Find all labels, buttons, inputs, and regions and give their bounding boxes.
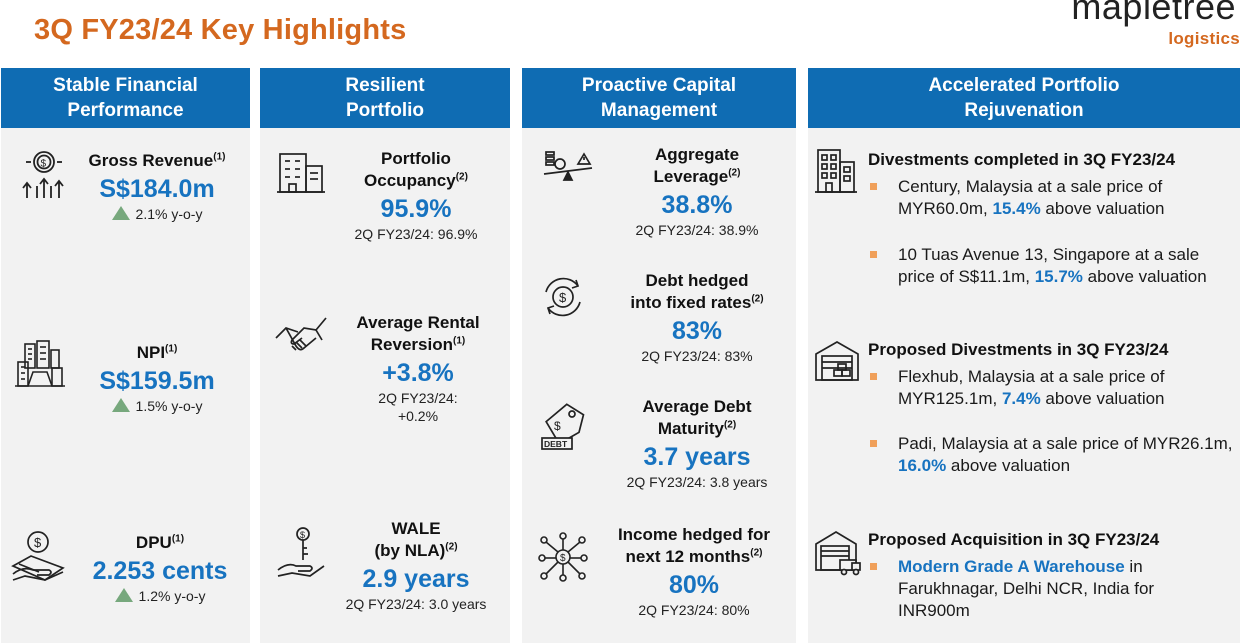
bullet-square-icon: [870, 440, 877, 447]
dollar-coin-arrows-icon: $: [17, 148, 71, 202]
metric-value: 95.9%: [380, 195, 452, 223]
metric-change: 2.1% y-o-y: [77, 205, 237, 223]
dollar-cycle-icon: $: [540, 274, 586, 320]
svg-text:$: $: [560, 553, 566, 564]
metric-prior: 2Q FY23/24: 96.9%: [354, 226, 478, 242]
section-proposed-divestments: Proposed Divestments in 3Q FY23/24 Flexh…: [808, 338, 1240, 488]
metric-label: Aggregate Leverage(2): [653, 145, 741, 186]
metric-change: 1.5% y-o-y: [77, 397, 237, 415]
section-proposed-acquisition: Proposed Acquisition in 3Q FY23/24 Moder…: [808, 528, 1240, 638]
balance-scale-icon: [542, 146, 594, 192]
column-portfolio: Resilient Portfolio Portfolio Occupancy(2…: [260, 68, 510, 643]
column-rejuvenation: Accelerated Portfolio Rejuvenation Dives…: [808, 68, 1240, 643]
up-triangle-icon: [111, 398, 130, 412]
metric-label: Gross Revenue(1): [88, 151, 226, 170]
column-header: Accelerated Portfolio Rejuvenation: [808, 68, 1240, 128]
metric-prior: 2Q FY23/24: 38.9%: [635, 222, 759, 238]
metric-value: +3.8%: [382, 359, 454, 387]
metric-value: 38.8%: [661, 191, 733, 219]
svg-text:$: $: [300, 530, 305, 540]
metric-label: Average Rental Reversion(1): [356, 313, 480, 354]
hand-key-icon: $: [276, 526, 326, 578]
metric-value: 83%: [671, 317, 723, 345]
svg-text:$: $: [559, 290, 567, 305]
metric-change: 1.2% y-o-y: [75, 587, 245, 605]
handshake-icon: [274, 312, 328, 366]
column-financial: Stable Financial Performance $ Gross Rev…: [1, 68, 250, 643]
bullet-square-icon: [870, 563, 877, 570]
page-title: 3Q FY23/24 Key Highlights: [34, 14, 407, 46]
up-triangle-icon: [114, 588, 133, 602]
section-divestments-completed: Divestments completed in 3Q FY23/24 Cent…: [808, 148, 1240, 298]
metric-prior: 2Q FY23/24: 3.0 years: [345, 596, 487, 612]
svg-text:$: $: [41, 159, 47, 170]
list-item: 10 Tuas Avenue 13, Singapore at a sale p…: [870, 244, 1240, 288]
list-item: Padi, Malaysia at a sale price of MYR26.…: [870, 433, 1240, 477]
metric-prior: 2Q FY23/24: 83%: [641, 348, 753, 364]
list-item: Modern Grade A Warehouse in Farukhnagar,…: [870, 556, 1210, 622]
logo-wordmark: mapletree: [1071, 0, 1236, 27]
metric-label: Debt hedged into fixed rates(2): [630, 271, 764, 312]
warehouse-icon: [814, 340, 860, 382]
metric-prior: 2Q FY23/24: 3.8 years: [626, 474, 768, 490]
company-logo: mapletree logistics: [1040, 0, 1240, 50]
list-item: Century, Malaysia at a sale price of MYR…: [870, 176, 1240, 220]
column-header: Stable Financial Performance: [1, 68, 250, 128]
svg-text:$: $: [34, 535, 42, 550]
office-building-icon: [276, 148, 326, 198]
section-heading: Proposed Acquisition in 3Q FY23/24: [868, 530, 1160, 549]
section-heading: Proposed Divestments in 3Q FY23/24: [868, 340, 1169, 359]
metric-label: Income hedged for next 12 months(2): [617, 525, 771, 566]
metric-value: S$184.0m: [99, 175, 215, 203]
metric-value: 80%: [668, 571, 720, 599]
buildings-icon: [814, 148, 858, 194]
metric-label: WALE (by NLA)(2): [374, 519, 458, 560]
city-buildings-icon: [13, 338, 67, 392]
metric-prior: 2Q FY23/24: +0.2%: [378, 390, 458, 424]
svg-text:$: $: [554, 419, 561, 433]
bullet-square-icon: [870, 373, 877, 380]
up-triangle-icon: [111, 206, 130, 220]
metric-label: NPI(1): [136, 343, 178, 362]
warehouse-truck-icon: [814, 530, 862, 576]
metric-label: DPU(1): [135, 533, 185, 552]
dollar-network-icon: $: [538, 532, 588, 582]
debt-tag-icon: $ DEBT: [540, 400, 586, 450]
column-header: Resilient Portfolio: [260, 68, 510, 128]
section-heading: Divestments completed in 3Q FY23/24: [868, 150, 1176, 169]
bullet-square-icon: [870, 183, 877, 190]
metric-value: 2.253 cents: [92, 557, 228, 585]
metric-prior: 2Q FY23/24: 80%: [638, 602, 750, 618]
metric-value: 2.9 years: [362, 565, 470, 593]
metric-label: Average Debt Maturity(2): [642, 397, 752, 438]
column-header: Proactive Capital Management: [522, 68, 796, 128]
svg-text:DEBT: DEBT: [544, 439, 568, 449]
metric-value: 3.7 years: [643, 443, 751, 471]
list-item: Flexhub, Malaysia at a sale price of MYR…: [870, 366, 1240, 410]
bullet-square-icon: [870, 251, 877, 258]
metric-label: Portfolio Occupancy(2): [364, 149, 468, 190]
column-capital: Proactive Capital Management Aggregate Le…: [522, 68, 796, 643]
logo-subtitle: logistics: [1168, 29, 1240, 48]
metric-value: S$159.5m: [99, 367, 215, 395]
money-hand-icon: $: [9, 528, 67, 586]
